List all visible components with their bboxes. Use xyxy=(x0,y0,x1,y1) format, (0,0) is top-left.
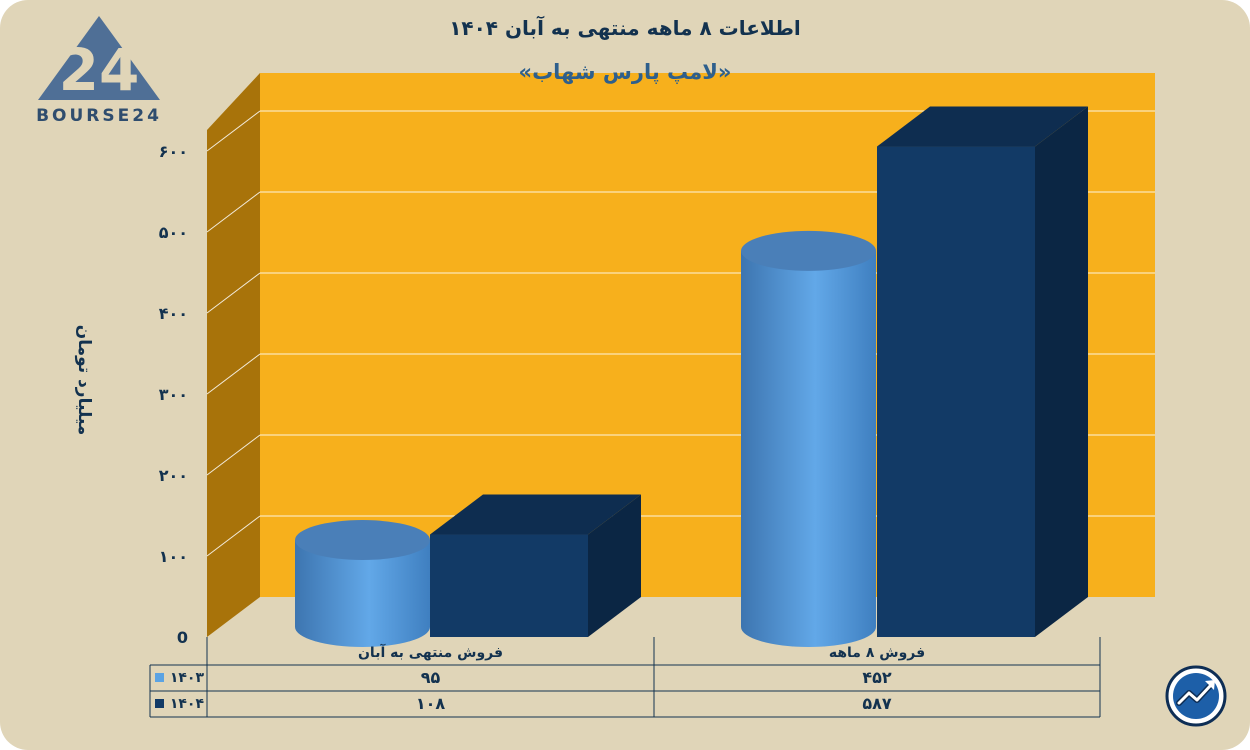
y-tick-label: ۲۰۰ xyxy=(159,466,188,485)
data-value-label: ۵۸۷ xyxy=(862,694,892,713)
data-value-label: ۴۵۲ xyxy=(862,668,892,687)
bar-cylinder xyxy=(295,520,430,647)
data-value-label: ۹۵ xyxy=(421,668,441,687)
chart-subtitle: «لامپ پارس شهاب» xyxy=(518,60,732,84)
bar-box-top xyxy=(430,494,641,535)
bar-box-front xyxy=(430,534,588,637)
bar-cylinder-top xyxy=(295,520,430,561)
data-value-label: ۱۰۸ xyxy=(416,694,446,713)
plot-side-wall xyxy=(207,73,260,637)
bar-cylinder-body xyxy=(741,250,876,647)
chart-title: اطلاعات ۸ ماهه منتهی به آبان ۱۴۰۴ xyxy=(449,16,801,40)
trend-arrow-badge-icon xyxy=(1165,665,1227,727)
bar-cylinder-body xyxy=(295,540,430,647)
gridline-side xyxy=(206,353,261,395)
bar-box xyxy=(877,106,1088,637)
gridline-side xyxy=(206,191,261,233)
bar-box xyxy=(430,494,641,637)
legend-series-label: ۱۴۰۳ xyxy=(170,670,205,686)
logo-text: BOURSE24 xyxy=(36,106,162,126)
legend-series-label: ۱۴۰۴ xyxy=(170,696,205,712)
y-tick-label: ۱۰۰ xyxy=(159,547,188,566)
y-tick-label: ۶۰۰ xyxy=(159,142,188,161)
y-tick-label: ۴۰۰ xyxy=(159,304,188,323)
bar-cylinder xyxy=(741,230,876,647)
legend-swatch xyxy=(155,699,164,708)
y-tick-label: 0 xyxy=(177,628,188,647)
bar-box-front xyxy=(877,146,1035,637)
bar-box-side xyxy=(588,494,641,637)
y-axis-label: میلیارد تومان xyxy=(74,324,94,436)
gridline-side xyxy=(206,272,261,314)
y-tick-label: ۳۰۰ xyxy=(159,385,188,404)
gridline-side xyxy=(206,434,261,476)
gridline-side xyxy=(206,110,261,152)
legend-swatch xyxy=(155,673,164,682)
bourse24-logo-icon: 24 BOURSE24 xyxy=(34,14,164,126)
bar-box-side xyxy=(1035,106,1088,637)
logo-mark: 24 xyxy=(59,36,140,104)
y-tick-label: ۵۰۰ xyxy=(159,223,188,242)
x-category-label: فروش ۸ ماهه xyxy=(829,645,925,661)
bar-cylinder-top xyxy=(741,230,876,271)
gridline-side xyxy=(206,515,261,557)
x-category-label: فروش منتهی به آبان xyxy=(358,643,503,661)
bar-box-top xyxy=(877,106,1088,147)
